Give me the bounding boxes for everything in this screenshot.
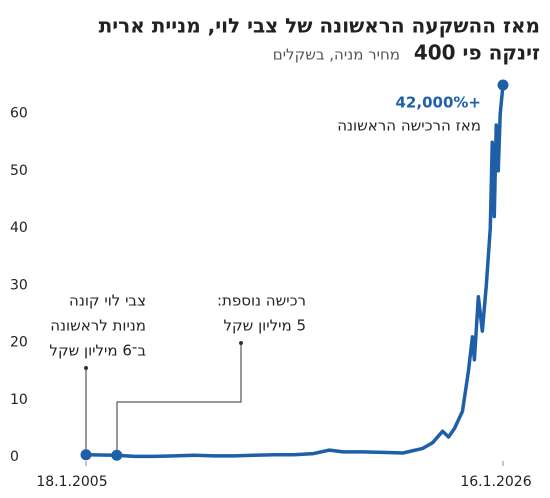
y-tick-label: 20 [10,335,28,351]
y-tick-label: 40 [10,220,28,236]
chart-subtitle: מחיר מניה, בשקלים [273,46,400,64]
y-tick-label: 0 [10,449,19,465]
annotation: מאז הרכישה הראשונה [337,117,481,135]
chart-title: זינקה פי 400 [414,41,540,65]
point-marker [80,449,92,461]
annotation: מניות לראשונה [50,317,146,335]
point-marker [497,79,509,91]
y-tick-label: 60 [10,106,28,122]
point-marker [111,449,123,461]
annotation: 5 מיליון שקל [224,317,306,335]
annotation: +42,000% [396,94,482,112]
annotation: צבי לוי קונה [69,292,146,310]
annotation: רכישה נוספת: [217,292,306,310]
x-tick-label: 18.1.2005 [36,474,107,490]
annotation: ב־6 מיליון שקל [49,342,146,360]
line [85,84,505,459]
chart-title: מאז ההשקעה הראשונה של צבי לוי, מניית ארי… [99,14,540,38]
connector-dot [84,366,88,370]
y-tick-label: 10 [10,392,28,408]
x-tick-label: 16.1.2026 [460,474,531,490]
y-tick-label: 50 [10,163,28,179]
connector-dot [239,341,243,345]
connector [116,343,242,455]
y-tick-label: 30 [10,277,28,293]
